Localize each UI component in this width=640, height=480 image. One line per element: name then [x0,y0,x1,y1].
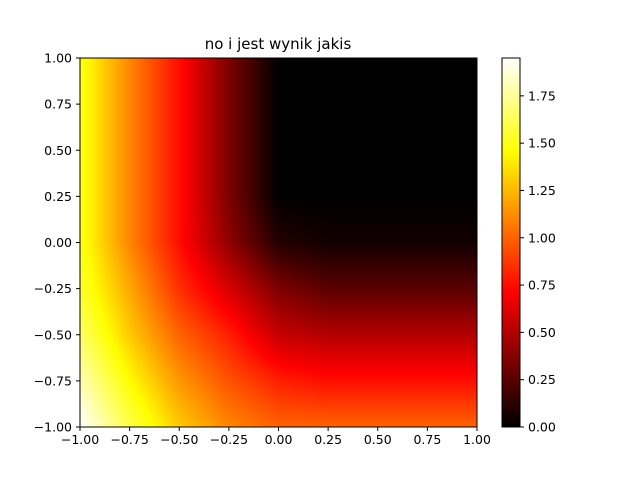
x-tick-label: 0.25 [314,432,342,447]
y-tick-label: 1.00 [44,51,72,66]
colorbar-tick-label: 1.75 [528,88,556,103]
x-tick-label: −1.00 [61,432,99,447]
colorbar-frame [501,57,521,428]
y-tick-label: −0.75 [34,373,72,388]
colorbar-gradient [502,58,520,427]
y-tick-label: −0.25 [34,281,72,296]
y-tick-label: 0.50 [44,143,72,158]
colorbar-tick-label: 1.50 [528,136,556,151]
x-tick-label: 0.50 [364,432,392,447]
y-tick-label: −1.00 [34,420,72,435]
x-tick-label: 0.00 [265,432,293,447]
x-axis-ticks: −1.00 −0.75 −0.50 −0.25 0.00 0.25 0.50 0.75 1.00 [61,427,491,447]
colorbar-tick-label: 0.25 [528,372,556,387]
x-tick-label: −0.50 [160,432,198,447]
y-tick-label: −0.50 [34,327,72,342]
colorbar-tick-label: 0.50 [528,325,556,340]
y-tick-label: 0.25 [44,189,72,204]
y-axis-ticks: −1.00 −0.75 −0.50 −0.25 0.00 0.25 0.50 0.75 1.00 [34,51,80,435]
y-tick-label: 0.00 [44,235,72,250]
x-tick-label: 1.00 [463,432,491,447]
plot-frame [79,57,478,428]
colorbar-tick-label: 0.00 [528,420,556,435]
chart-title: no i jest wynik jakis [205,35,352,53]
heatmap-image [80,58,477,427]
x-tick-label: 0.75 [413,432,441,447]
x-tick-label: −0.25 [210,432,248,447]
colorbar-tick-label: 0.75 [528,278,556,293]
colorbar-tick-label: 1.25 [528,183,556,198]
x-tick-label: −0.75 [110,432,148,447]
colorbar-tick-label: 1.00 [528,230,556,245]
colorbar-ticks: 0.00 0.25 0.50 0.75 1.00 1.25 1.50 1.75 [520,88,556,435]
y-tick-label: 0.75 [44,97,72,112]
